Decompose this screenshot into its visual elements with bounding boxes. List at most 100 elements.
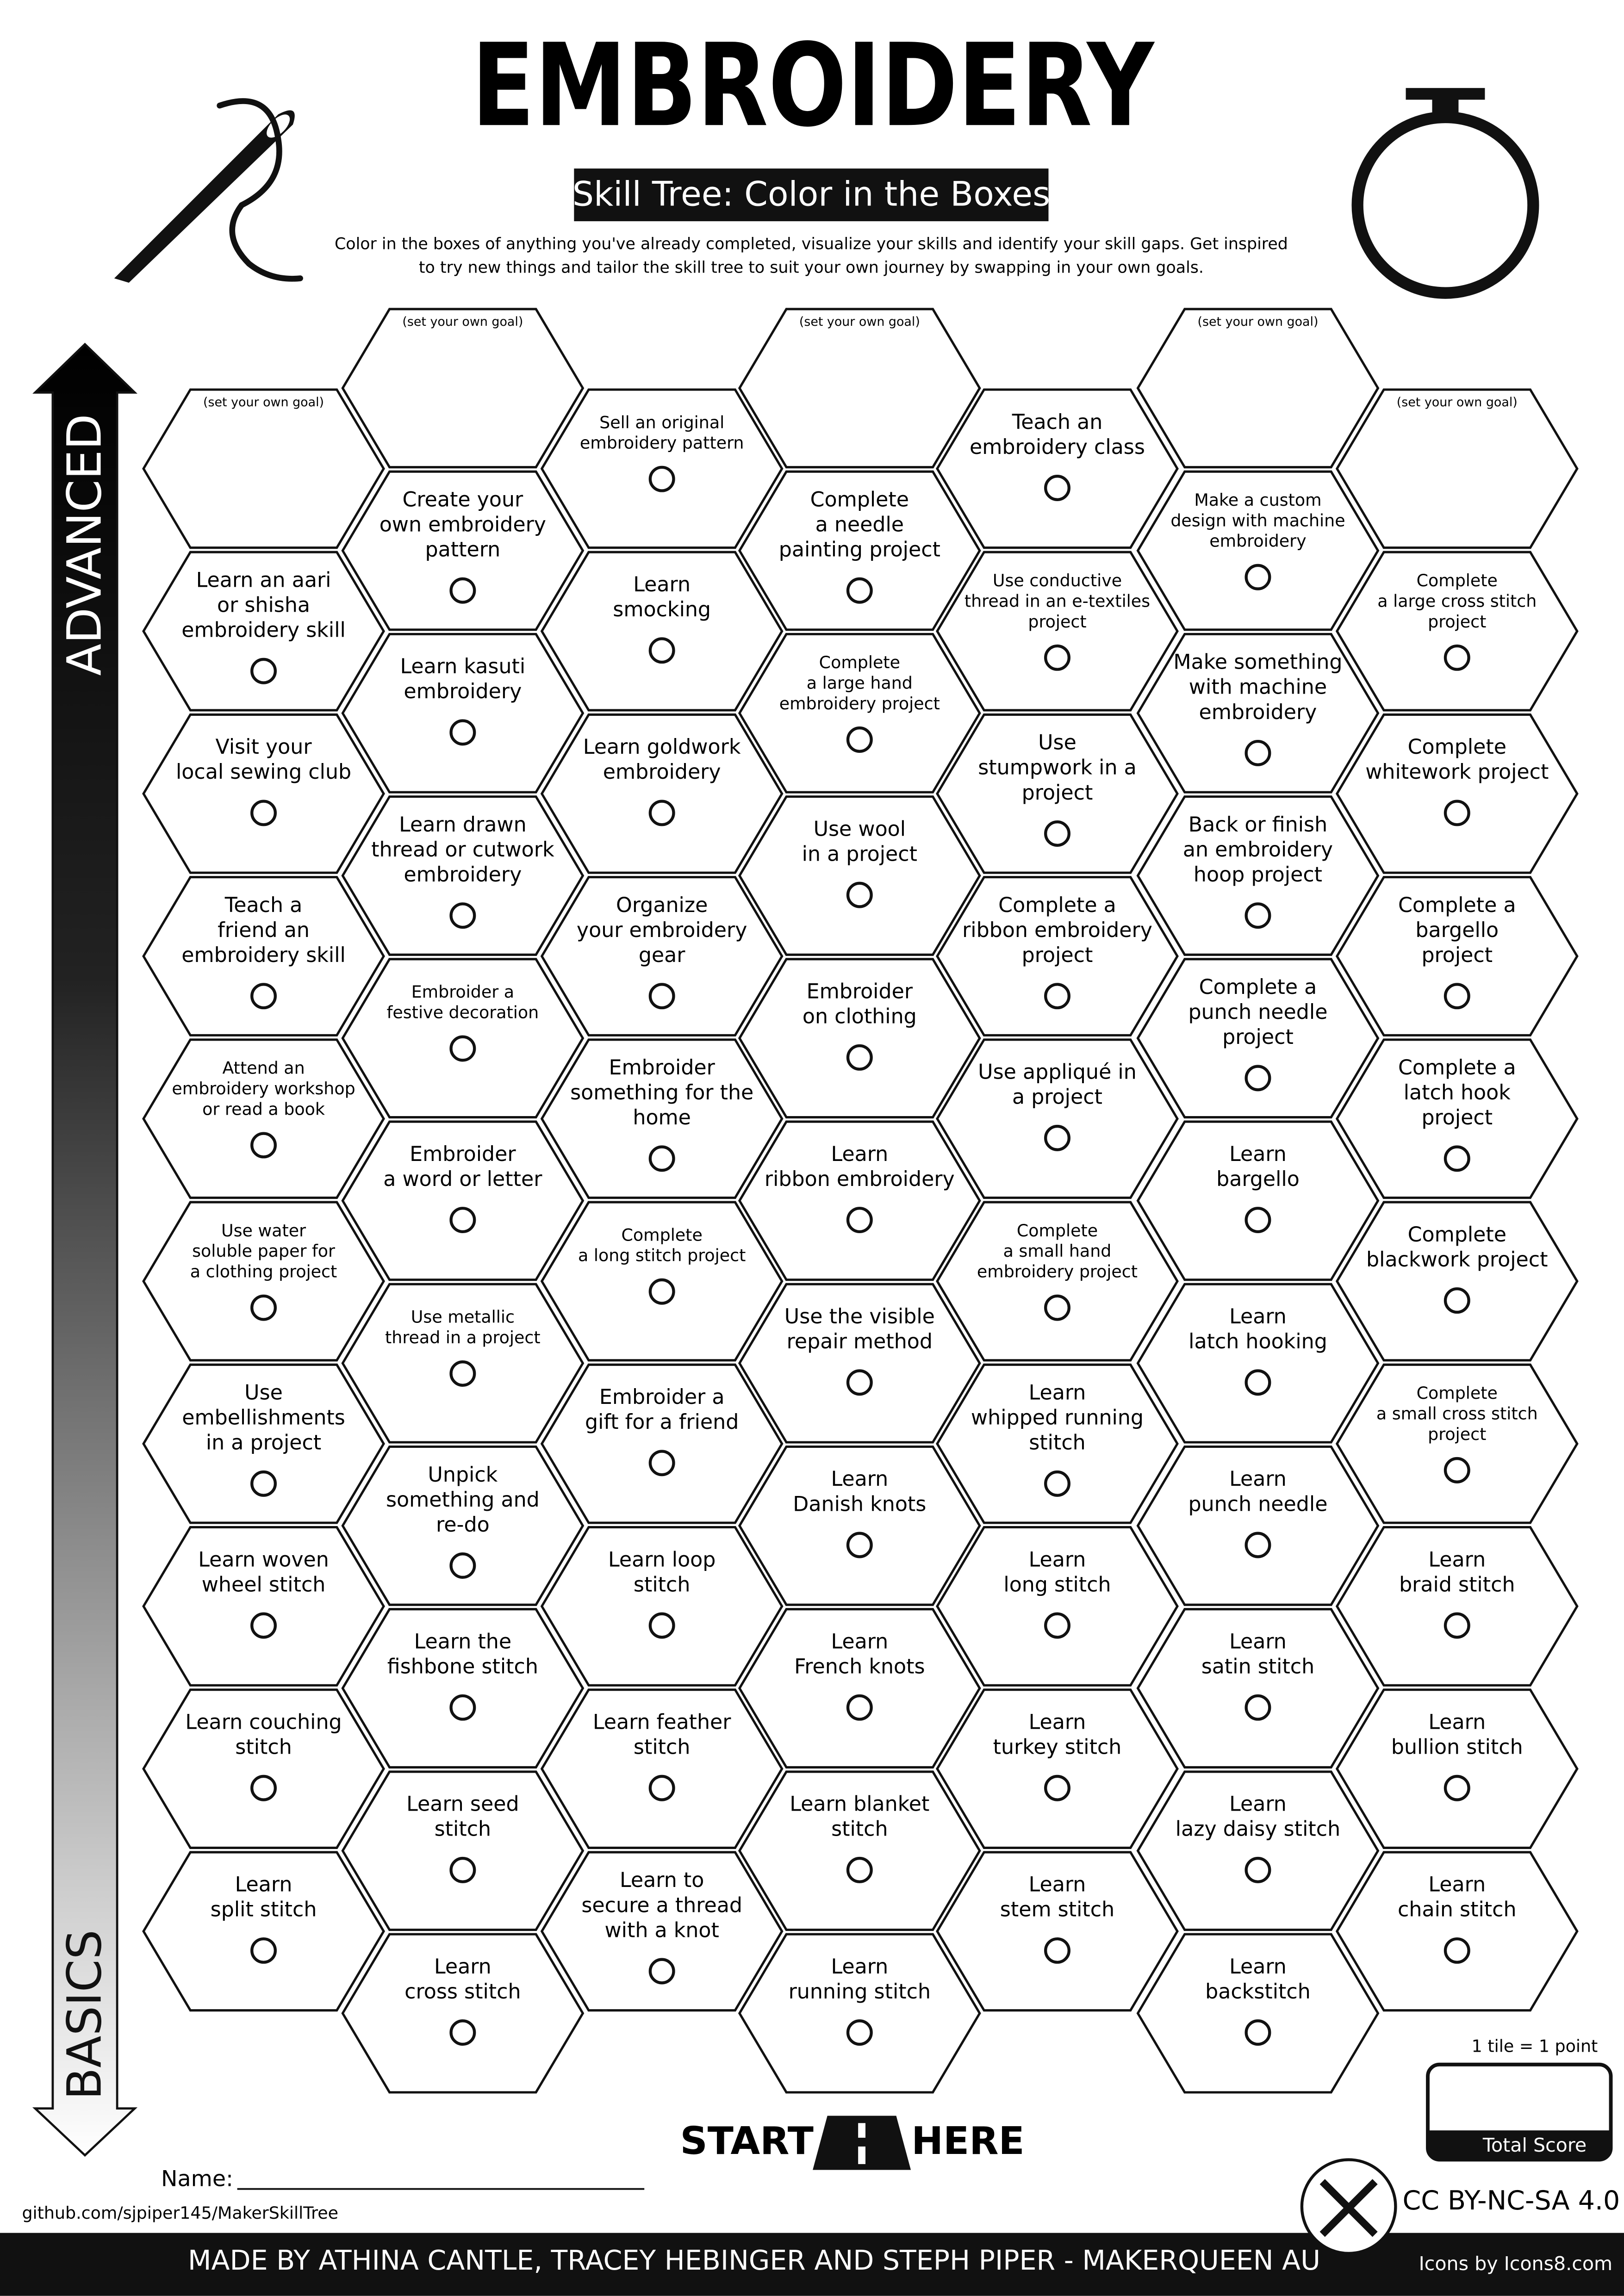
tile-icon bbox=[1244, 2019, 1271, 2046]
tile-text: latch hooking bbox=[1188, 1330, 1327, 1353]
skill-tile[interactable]: (set your own goal) bbox=[738, 308, 981, 469]
hex-tile bbox=[738, 1120, 981, 1281]
tile-text: whitework project bbox=[1365, 760, 1549, 784]
tile-icon bbox=[846, 1369, 873, 1396]
tile-text: stitch bbox=[634, 1736, 691, 1759]
hex-tile bbox=[540, 1526, 784, 1687]
tile-text: embroidery workshop bbox=[172, 1079, 355, 1098]
skill-tile[interactable]: (set your own goal) bbox=[341, 308, 585, 469]
tile-icon bbox=[1044, 644, 1070, 671]
tile-icon bbox=[846, 881, 873, 908]
tile-text: punch needle bbox=[1188, 1492, 1328, 1516]
hex-tile bbox=[1335, 1038, 1579, 1199]
hex-tile bbox=[936, 1688, 1179, 1849]
tile-text: Learn woven bbox=[198, 1548, 329, 1571]
hex-tile bbox=[1136, 1283, 1380, 1444]
skill-tile[interactable]: (set your own goal) bbox=[142, 388, 385, 549]
skill-tile[interactable]: Use appliqué ina project bbox=[936, 1038, 1179, 1199]
skill-tile[interactable]: (set your own goal) bbox=[1136, 308, 1380, 469]
tile-icon bbox=[846, 577, 873, 604]
tile-text: smocking bbox=[613, 598, 711, 621]
hex-tile bbox=[1136, 470, 1380, 631]
tile-text: Use the visible bbox=[784, 1305, 935, 1328]
tile-icon bbox=[648, 465, 675, 492]
description: to try new things and tailor the skill t… bbox=[419, 258, 1204, 277]
tile-text: Danish knots bbox=[793, 1492, 926, 1516]
hex-tile bbox=[738, 470, 981, 631]
tile-text: Learn seed bbox=[406, 1793, 519, 1816]
skill-tile[interactable]: (set your own goal) bbox=[1335, 388, 1579, 549]
tile-text: a needle bbox=[815, 513, 904, 537]
tile-icon bbox=[648, 983, 675, 1010]
